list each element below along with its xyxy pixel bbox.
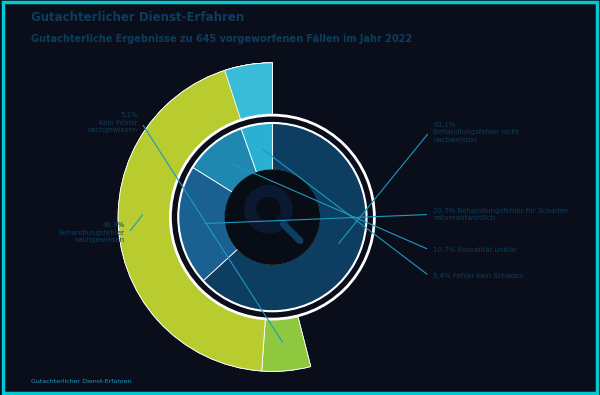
Wedge shape [193,128,257,192]
Text: 63,1%
Behandlungsfehler nicht
nachweisbar: 63,1% Behandlungsfehler nicht nachweisba… [433,122,519,143]
Wedge shape [118,63,272,371]
Wedge shape [178,167,238,281]
Text: 20,7% Behandlungsfehler für Schaden
mitverantwortlich: 20,7% Behandlungsfehler für Schaden mitv… [433,208,568,221]
Wedge shape [262,316,311,371]
Wedge shape [225,63,272,120]
Wedge shape [241,123,272,173]
Circle shape [257,198,280,221]
Wedge shape [241,123,272,173]
Wedge shape [203,123,367,311]
Circle shape [170,115,374,319]
Circle shape [226,170,319,264]
Wedge shape [178,167,238,281]
Text: 5,1%
Kein Fehler
nachgewiesen: 5,1% Kein Fehler nachgewiesen [88,113,138,134]
Text: Gutachterlicher Dienst-Erfahren: Gutachterlicher Dienst-Erfahren [31,380,131,384]
Wedge shape [262,316,311,371]
Wedge shape [118,63,272,371]
Circle shape [248,188,289,230]
Wedge shape [193,128,257,192]
Wedge shape [203,123,367,311]
Text: 10,7% Kausalität unklar: 10,7% Kausalität unklar [433,247,517,253]
Text: 48,9%
Behandlungsfehler
nachgewiesen: 48,9% Behandlungsfehler nachgewiesen [59,222,125,243]
Text: Gutachterliche Ergebnisse zu 645 vorgeworfenen Fällen im Jahr 2022: Gutachterliche Ergebnisse zu 645 vorgewo… [31,34,412,44]
Text: Gutachterlicher Dienst-Erfahren: Gutachterlicher Dienst-Erfahren [31,11,244,24]
Text: 5,4% Fehler kein Schaden: 5,4% Fehler kein Schaden [433,273,524,279]
Wedge shape [225,63,272,120]
